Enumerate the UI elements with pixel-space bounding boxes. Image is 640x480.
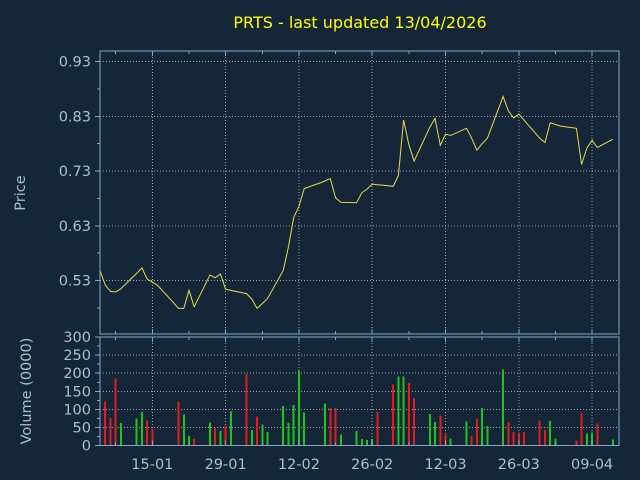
volume-bar [119,423,122,446]
volume-y-tick-label: 100 [63,402,91,418]
volume-bar [612,439,615,446]
volume-bar [407,383,410,446]
volume-bar [580,412,583,446]
volume-bar [428,413,431,446]
volume-bar [397,376,400,446]
volume-bar [355,431,358,446]
volume-bar [208,422,211,446]
volume-bar [266,431,269,446]
volume-bar [187,435,190,446]
volume-bar [224,425,227,446]
chart-plot-area: 0.53 0.63 0.73 0.83 0.93 0 50 100 150 200 250 300 15… [59,50,620,473]
x-tick-label: 12-02 [278,457,320,473]
volume-bar [182,414,185,446]
volume-bar [439,415,442,446]
price-line [99,95,614,310]
price-y-tick-label: 0.63 [59,219,91,235]
volume-bar [481,408,484,446]
volume-bar [465,421,468,446]
volume-bar [339,434,342,446]
volume-bar [297,370,300,446]
volume-bar [282,406,285,446]
volume-bar [575,440,578,446]
volume-bar [402,376,405,446]
volume-bar [596,423,599,446]
volume-bar [413,398,416,446]
volume-bar [193,439,196,446]
x-tick-label: 15-01 [131,457,173,473]
volume-y-tick-label: 200 [63,366,91,382]
price-y-tick-label: 0.93 [59,55,91,71]
volume-bar [214,427,217,446]
volume-y-tick-label: 50 [73,421,91,437]
x-tick-label: 29-01 [205,457,247,473]
volume-bar [334,408,337,446]
volume-bar [434,421,437,446]
volume-bar [250,430,253,446]
volume-y-tick-label: 150 [63,384,91,400]
x-tick-label: 26-03 [498,457,540,473]
price-y-tick-label: 0.83 [59,109,91,125]
volume-bar [114,378,117,446]
volume-bar [229,411,232,446]
volume-y-tick-label: 0 [82,439,91,455]
volume-bar [245,373,248,446]
x-tick-label: 26-02 [351,457,393,473]
volume-bar [470,435,473,446]
volume-bar [543,430,546,446]
volume-bar [475,419,478,446]
volume-bar [486,426,489,446]
price-axis-label: Price [13,175,29,210]
volume-bar [523,431,526,446]
volume-bar [365,439,368,446]
volume-bar [219,431,222,446]
volume-bar [329,408,332,446]
volume-bar [146,420,149,446]
price-plot-frame [99,50,620,335]
volume-bar [292,404,295,446]
volume-axis-label: Volume (0000) [19,338,35,445]
volume-bar [261,424,264,446]
volume-bar [444,434,447,446]
chart-title: PRTS - last updated 13/04/2026 [233,13,486,32]
volume-bar [104,401,107,446]
volume-bar [502,369,505,446]
volume-bar [140,412,143,446]
volume-bar [517,432,520,446]
volume-bar [177,401,180,446]
volume-bar [256,416,259,446]
volume-y-tick-label: 250 [63,348,91,364]
volume-bar [151,429,154,446]
volume-bar [591,432,594,446]
volume-bar [538,420,541,446]
volume-bar [507,421,510,446]
volume-bar [512,431,515,446]
price-y-tick-label: 0.73 [59,164,91,180]
volume-bar [324,403,327,446]
price-y-tick-label: 0.53 [59,274,91,290]
volume-bar [554,438,557,446]
volume-bar [360,439,363,446]
volume-bar [376,412,379,446]
volume-bar [392,384,395,446]
volume-bar [549,421,552,446]
x-tick-label: 09-04 [571,457,613,473]
volume-bar [135,418,138,446]
volume-bar [287,422,290,446]
volume-bar [585,433,588,446]
x-tick-label: 12-03 [424,457,466,473]
volume-bar [109,418,112,446]
volume-bar [449,438,452,446]
volume-y-tick-label: 300 [63,330,91,346]
volume-bar [303,412,306,446]
